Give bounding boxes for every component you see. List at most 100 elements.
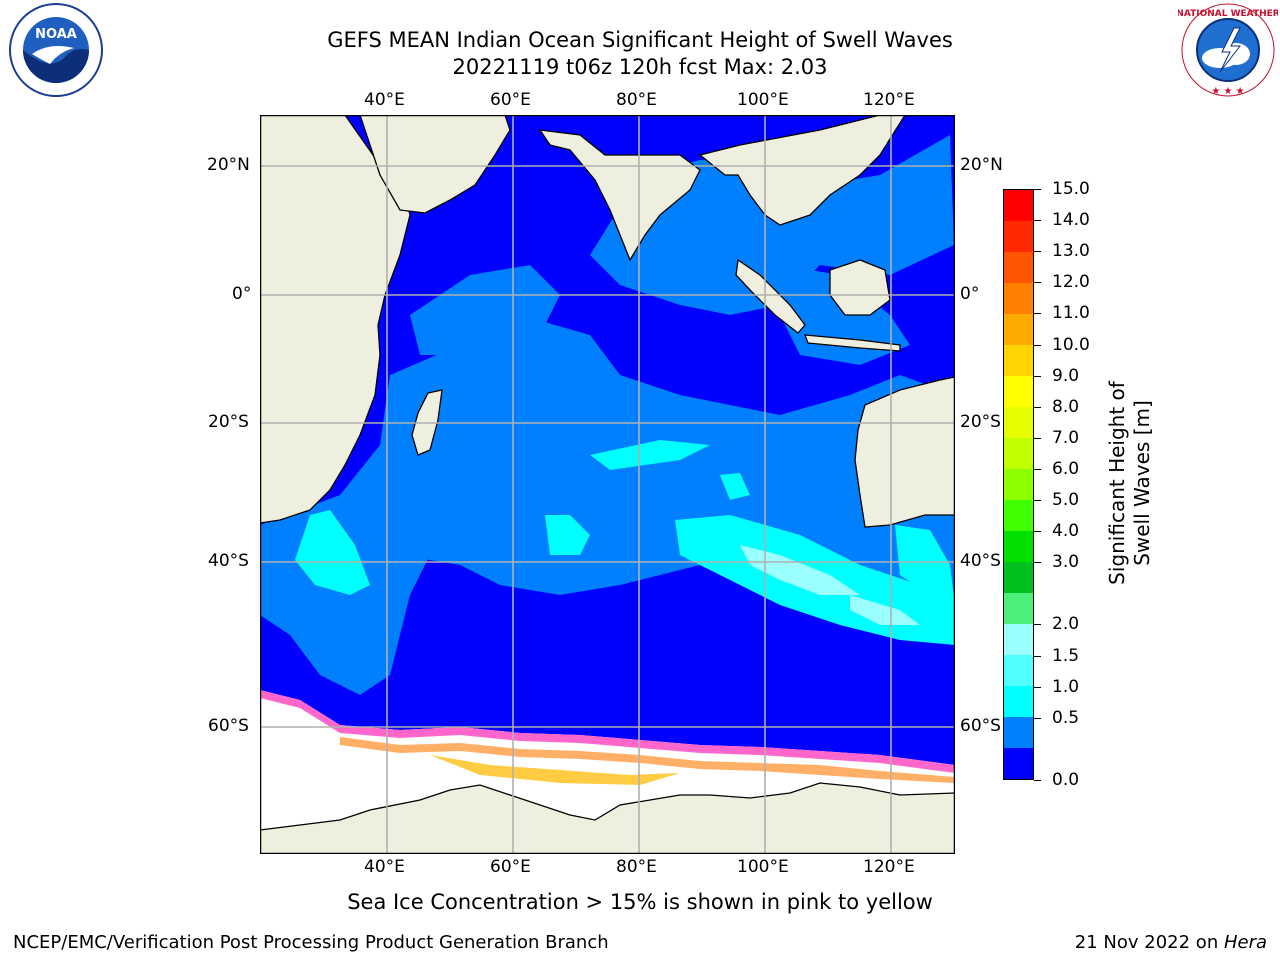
colorbar-tick-label: 10.0 — [1052, 334, 1090, 355]
colorbar-tick — [1034, 220, 1041, 222]
noaa-logo-text: NOAA — [35, 27, 77, 42]
graticule — [260, 115, 955, 854]
colorbar-tick-label: 0.0 — [1052, 770, 1080, 790]
footer-machine: Hera — [1223, 932, 1267, 953]
svg-text:NATIONAL WEATHER: NATIONAL WEATHER — [1178, 9, 1278, 19]
lat-label-right-20n: 20°N — [960, 155, 1003, 175]
colorbar-swatch — [1004, 717, 1033, 748]
lat-label-right-40s: 40°S — [960, 551, 1001, 571]
colorbar-swatch — [1004, 252, 1033, 283]
colorbar-tick — [1034, 780, 1041, 781]
colorbar-tick — [1034, 189, 1041, 190]
land-sumatra — [735, 258, 806, 334]
land-indochina — [698, 114, 907, 226]
footer-date: 21 Nov 2022 on Hera — [1075, 932, 1267, 953]
colorbar-tick-label: 3.0 — [1052, 552, 1080, 573]
colorbar-swatch — [1004, 407, 1033, 438]
lon-label-top-40e: 40°E — [364, 90, 405, 110]
colorbar-tick-label: 11.0 — [1052, 303, 1090, 324]
lat-label-left-20n: 20°N — [207, 155, 250, 175]
lat-label-right-0: 0° — [960, 284, 980, 304]
lon-label-bottom-60e: 60°E — [490, 857, 531, 877]
colorbar-tick-label: 13.0 — [1052, 241, 1090, 262]
map-frame — [259, 114, 956, 855]
colorbar-title: Significant Height of Swell Waves [m] — [1105, 381, 1154, 585]
land-borneo — [829, 259, 891, 316]
lat-label-left-20s: 20°S — [208, 412, 249, 432]
chart-title: GEFS MEAN Indian Ocean Significant Heigh… — [327, 28, 953, 52]
lat-label-left-40s: 40°S — [208, 551, 249, 571]
colorbar-swatch — [1004, 748, 1033, 779]
colorbar-swatch — [1004, 562, 1033, 593]
colorbar-tick-label: 0.5 — [1052, 707, 1080, 728]
colorbar-tick-label: 4.0 — [1052, 521, 1080, 542]
colorbar-tick-label: 9.0 — [1052, 365, 1080, 386]
colorbar-swatch — [1004, 190, 1033, 221]
colorbar-tick-label: 12.0 — [1052, 272, 1090, 293]
lon-label-top-100e: 100°E — [737, 90, 789, 110]
sea-ice-note: Sea Ice Concentration > 15% is shown in … — [347, 890, 933, 914]
colorbar-swatch — [1004, 593, 1033, 624]
colorbar-tick — [1034, 344, 1041, 346]
colorbar-swatch — [1004, 469, 1033, 500]
colorbar-swatches — [1004, 190, 1033, 779]
colorbar-tick-label: 1.5 — [1052, 645, 1080, 666]
colorbar-tick — [1034, 468, 1041, 470]
colorbar-tick — [1034, 717, 1041, 719]
swell-1p5-2p0 — [740, 545, 920, 625]
lat-label-right-60s: 60°S — [960, 716, 1001, 736]
colorbar-tick-label: 2.0 — [1052, 614, 1080, 635]
lon-label-top-120e: 120°E — [863, 90, 915, 110]
colorbar-tick — [1034, 686, 1041, 688]
lon-label-bottom-80e: 80°E — [616, 857, 657, 877]
land-antarctica — [259, 782, 956, 855]
colorbar-tick — [1034, 313, 1041, 315]
colorbar-tick-label: 1.0 — [1052, 676, 1080, 697]
map-panel — [259, 114, 956, 855]
colorbar-tick — [1034, 624, 1041, 626]
land-arabia — [359, 114, 511, 214]
lat-label-left-60s: 60°S — [208, 716, 249, 736]
colorbar-swatch — [1004, 531, 1033, 562]
colorbar-tick-label: 5.0 — [1052, 490, 1080, 511]
colorbar-swatch — [1004, 314, 1033, 345]
colorbar-tick — [1034, 406, 1041, 408]
colorbar-swatch — [1004, 221, 1033, 252]
colorbar-tick-label: 15.0 — [1052, 179, 1090, 199]
map-svg — [259, 114, 956, 855]
colorbar-tick — [1034, 437, 1041, 439]
colorbar-tick-label: 6.0 — [1052, 458, 1080, 479]
colorbar-swatch — [1004, 345, 1033, 376]
colorbar-swatch — [1004, 438, 1033, 469]
footer-credit: NCEP/EMC/Verification Post Processing Pr… — [13, 932, 609, 953]
colorbar-tick-label: 14.0 — [1052, 210, 1090, 231]
footer-date-text: 21 Nov 2022 on — [1074, 932, 1224, 953]
land-australia — [854, 376, 956, 528]
colorbar-tick — [1034, 562, 1041, 564]
lat-label-left-0: 0° — [232, 284, 252, 304]
land-india — [538, 129, 701, 262]
colorbar-tick — [1034, 531, 1041, 533]
colorbar-swatch — [1004, 376, 1033, 407]
land-masses — [259, 114, 956, 855]
colorbar-tick-label: 8.0 — [1052, 396, 1080, 417]
colorbar-tick — [1034, 655, 1041, 657]
colorbar-swatch — [1004, 624, 1033, 655]
colorbar — [1003, 189, 1034, 780]
noaa-logo: NOAA — [4, 2, 104, 98]
lon-label-top-60e: 60°E — [490, 90, 531, 110]
lon-label-bottom-40e: 40°E — [364, 857, 405, 877]
lat-label-right-20s: 20°S — [960, 412, 1001, 432]
colorbar-tick-label: 7.0 — [1052, 427, 1080, 448]
land-java — [804, 334, 901, 352]
colorbar-swatch — [1004, 686, 1033, 717]
colorbar-tick — [1034, 375, 1041, 377]
colorbar-tick — [1034, 500, 1041, 502]
lon-label-bottom-100e: 100°E — [737, 857, 789, 877]
lon-label-bottom-120e: 120°E — [863, 857, 915, 877]
chart-subtitle: 20221119 t06z 120h fcst Max: 2.03 — [452, 55, 828, 79]
colorbar-tick — [1034, 251, 1041, 253]
colorbar-swatch — [1004, 500, 1033, 531]
lon-label-top-80e: 80°E — [616, 90, 657, 110]
colorbar-tick — [1034, 282, 1041, 284]
